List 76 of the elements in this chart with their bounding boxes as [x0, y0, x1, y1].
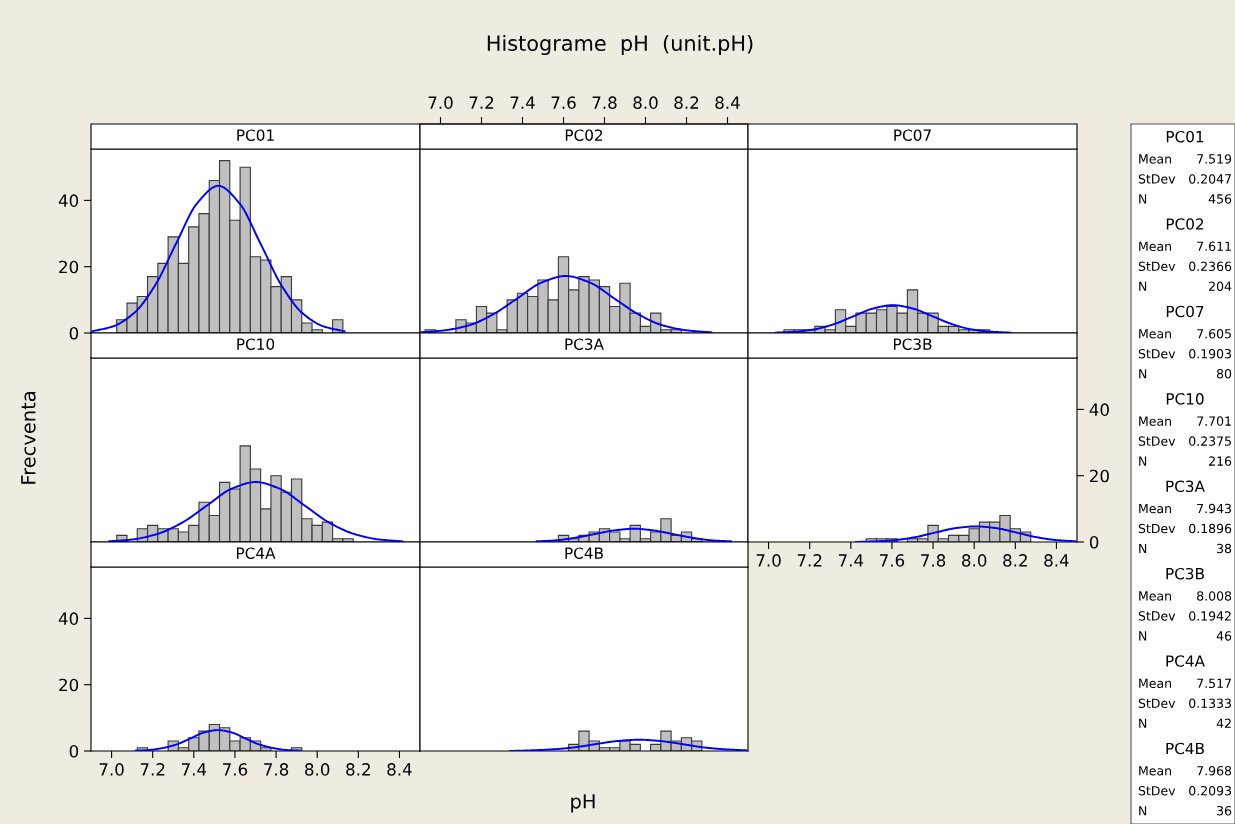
- text: N 46: [1139, 631, 1232, 641]
- x2-tick-label: 7.4: [510, 96, 535, 109]
- text: StDev 0.1942: [1138, 611, 1231, 621]
- x-tick-label: 8.0: [962, 554, 987, 567]
- text: Mean 7.517: [1139, 678, 1231, 689]
- text: Mean 7.701: [1139, 416, 1231, 426]
- chart-title: PC02: [565, 129, 603, 141]
- text: StDev 0.1333: [1138, 698, 1231, 709]
- text: N 456: [1139, 194, 1232, 204]
- chart-title: PC3B: [893, 338, 932, 350]
- x2-tick-label: 7.6: [551, 96, 576, 109]
- chart-title: PC10: [237, 338, 275, 350]
- x-tick-label: 7.0: [99, 763, 124, 776]
- y-tick-label: 40: [58, 612, 79, 625]
- text: N 38: [1139, 543, 1232, 554]
- chart-title: PC4A: [236, 547, 276, 559]
- x2-tick-label: 8.4: [715, 96, 740, 109]
- text: Mean 7.519: [1139, 154, 1232, 164]
- x2-tick-label: 7.0: [428, 96, 453, 109]
- chart-title: PC4B: [565, 547, 603, 559]
- text: N 204: [1139, 281, 1232, 292]
- x-tick-label: 7.4: [181, 763, 207, 776]
- x2-tick-label: 8.0: [633, 96, 658, 109]
- chart-title: PC3A: [565, 338, 604, 350]
- text: Mean 7.943: [1139, 503, 1231, 514]
- x-tick-label: 7.6: [880, 554, 905, 567]
- text: PC4B: [1166, 742, 1204, 755]
- text: StDev 0.1903: [1138, 348, 1231, 359]
- text: StDev 0.2366: [1138, 261, 1232, 272]
- text: Mean 7.968: [1139, 765, 1232, 776]
- text: StDev 0.2047: [1138, 174, 1231, 184]
- text: StDev 0.2093: [1138, 785, 1231, 796]
- x-tick-label: 8.2: [1003, 554, 1027, 567]
- y-tick-label: 0: [1089, 535, 1099, 549]
- text: PC02: [1166, 218, 1204, 230]
- text: Histograme pH (unit.pH): [487, 34, 753, 56]
- text: PC07: [1166, 305, 1204, 318]
- x-tick-label: 7.2: [797, 554, 822, 567]
- x-tick-label: 7.8: [921, 554, 946, 567]
- text: Mean 7.611: [1139, 241, 1231, 252]
- y-tick-label: 40: [58, 194, 79, 207]
- x-tick-label: 7.2: [140, 763, 165, 776]
- text: StDev 0.1896: [1138, 523, 1232, 534]
- text: Mean 8.008: [1139, 591, 1232, 601]
- y-tick-label: 20: [59, 678, 79, 692]
- x-tick-label: 7.6: [223, 763, 248, 776]
- y-tick-label: 20: [1090, 469, 1109, 483]
- text: N 80: [1139, 368, 1232, 379]
- y-tick-label: 0: [69, 744, 79, 758]
- x-tick-label: 7.4: [838, 554, 864, 567]
- y-tick-label: 0: [69, 326, 79, 340]
- y-tick-label: 40: [1089, 403, 1109, 416]
- text: PC4A: [1166, 655, 1205, 667]
- text: N 216: [1139, 456, 1232, 466]
- text: StDev 0.2375: [1138, 436, 1231, 446]
- x-tick-label: 8.4: [387, 763, 412, 776]
- text: PC10: [1166, 393, 1204, 405]
- x-tick-label: 8.2: [346, 763, 370, 776]
- x2-tick-label: 8.2: [674, 96, 699, 109]
- x-tick-label: 7.0: [756, 554, 781, 567]
- x2-tick-label: 7.8: [592, 96, 617, 109]
- text: PC3B: [1166, 567, 1204, 580]
- chart-title: PC01: [237, 129, 274, 141]
- text: Frecventa: [21, 392, 36, 484]
- text: pH: [571, 794, 595, 813]
- text: PC3A: [1166, 480, 1205, 493]
- x-tick-label: 7.8: [264, 763, 289, 776]
- chart-title: PC07: [894, 129, 931, 141]
- y-tick-label: 20: [59, 260, 79, 274]
- text: PC01: [1166, 130, 1204, 143]
- x-tick-label: 8.0: [305, 763, 330, 776]
- text: Mean 7.605: [1139, 328, 1231, 339]
- x2-tick-label: 7.2: [469, 96, 494, 109]
- text: N 42: [1139, 718, 1231, 728]
- x-tick-label: 8.4: [1044, 554, 1069, 567]
- text: N 36: [1139, 805, 1232, 816]
